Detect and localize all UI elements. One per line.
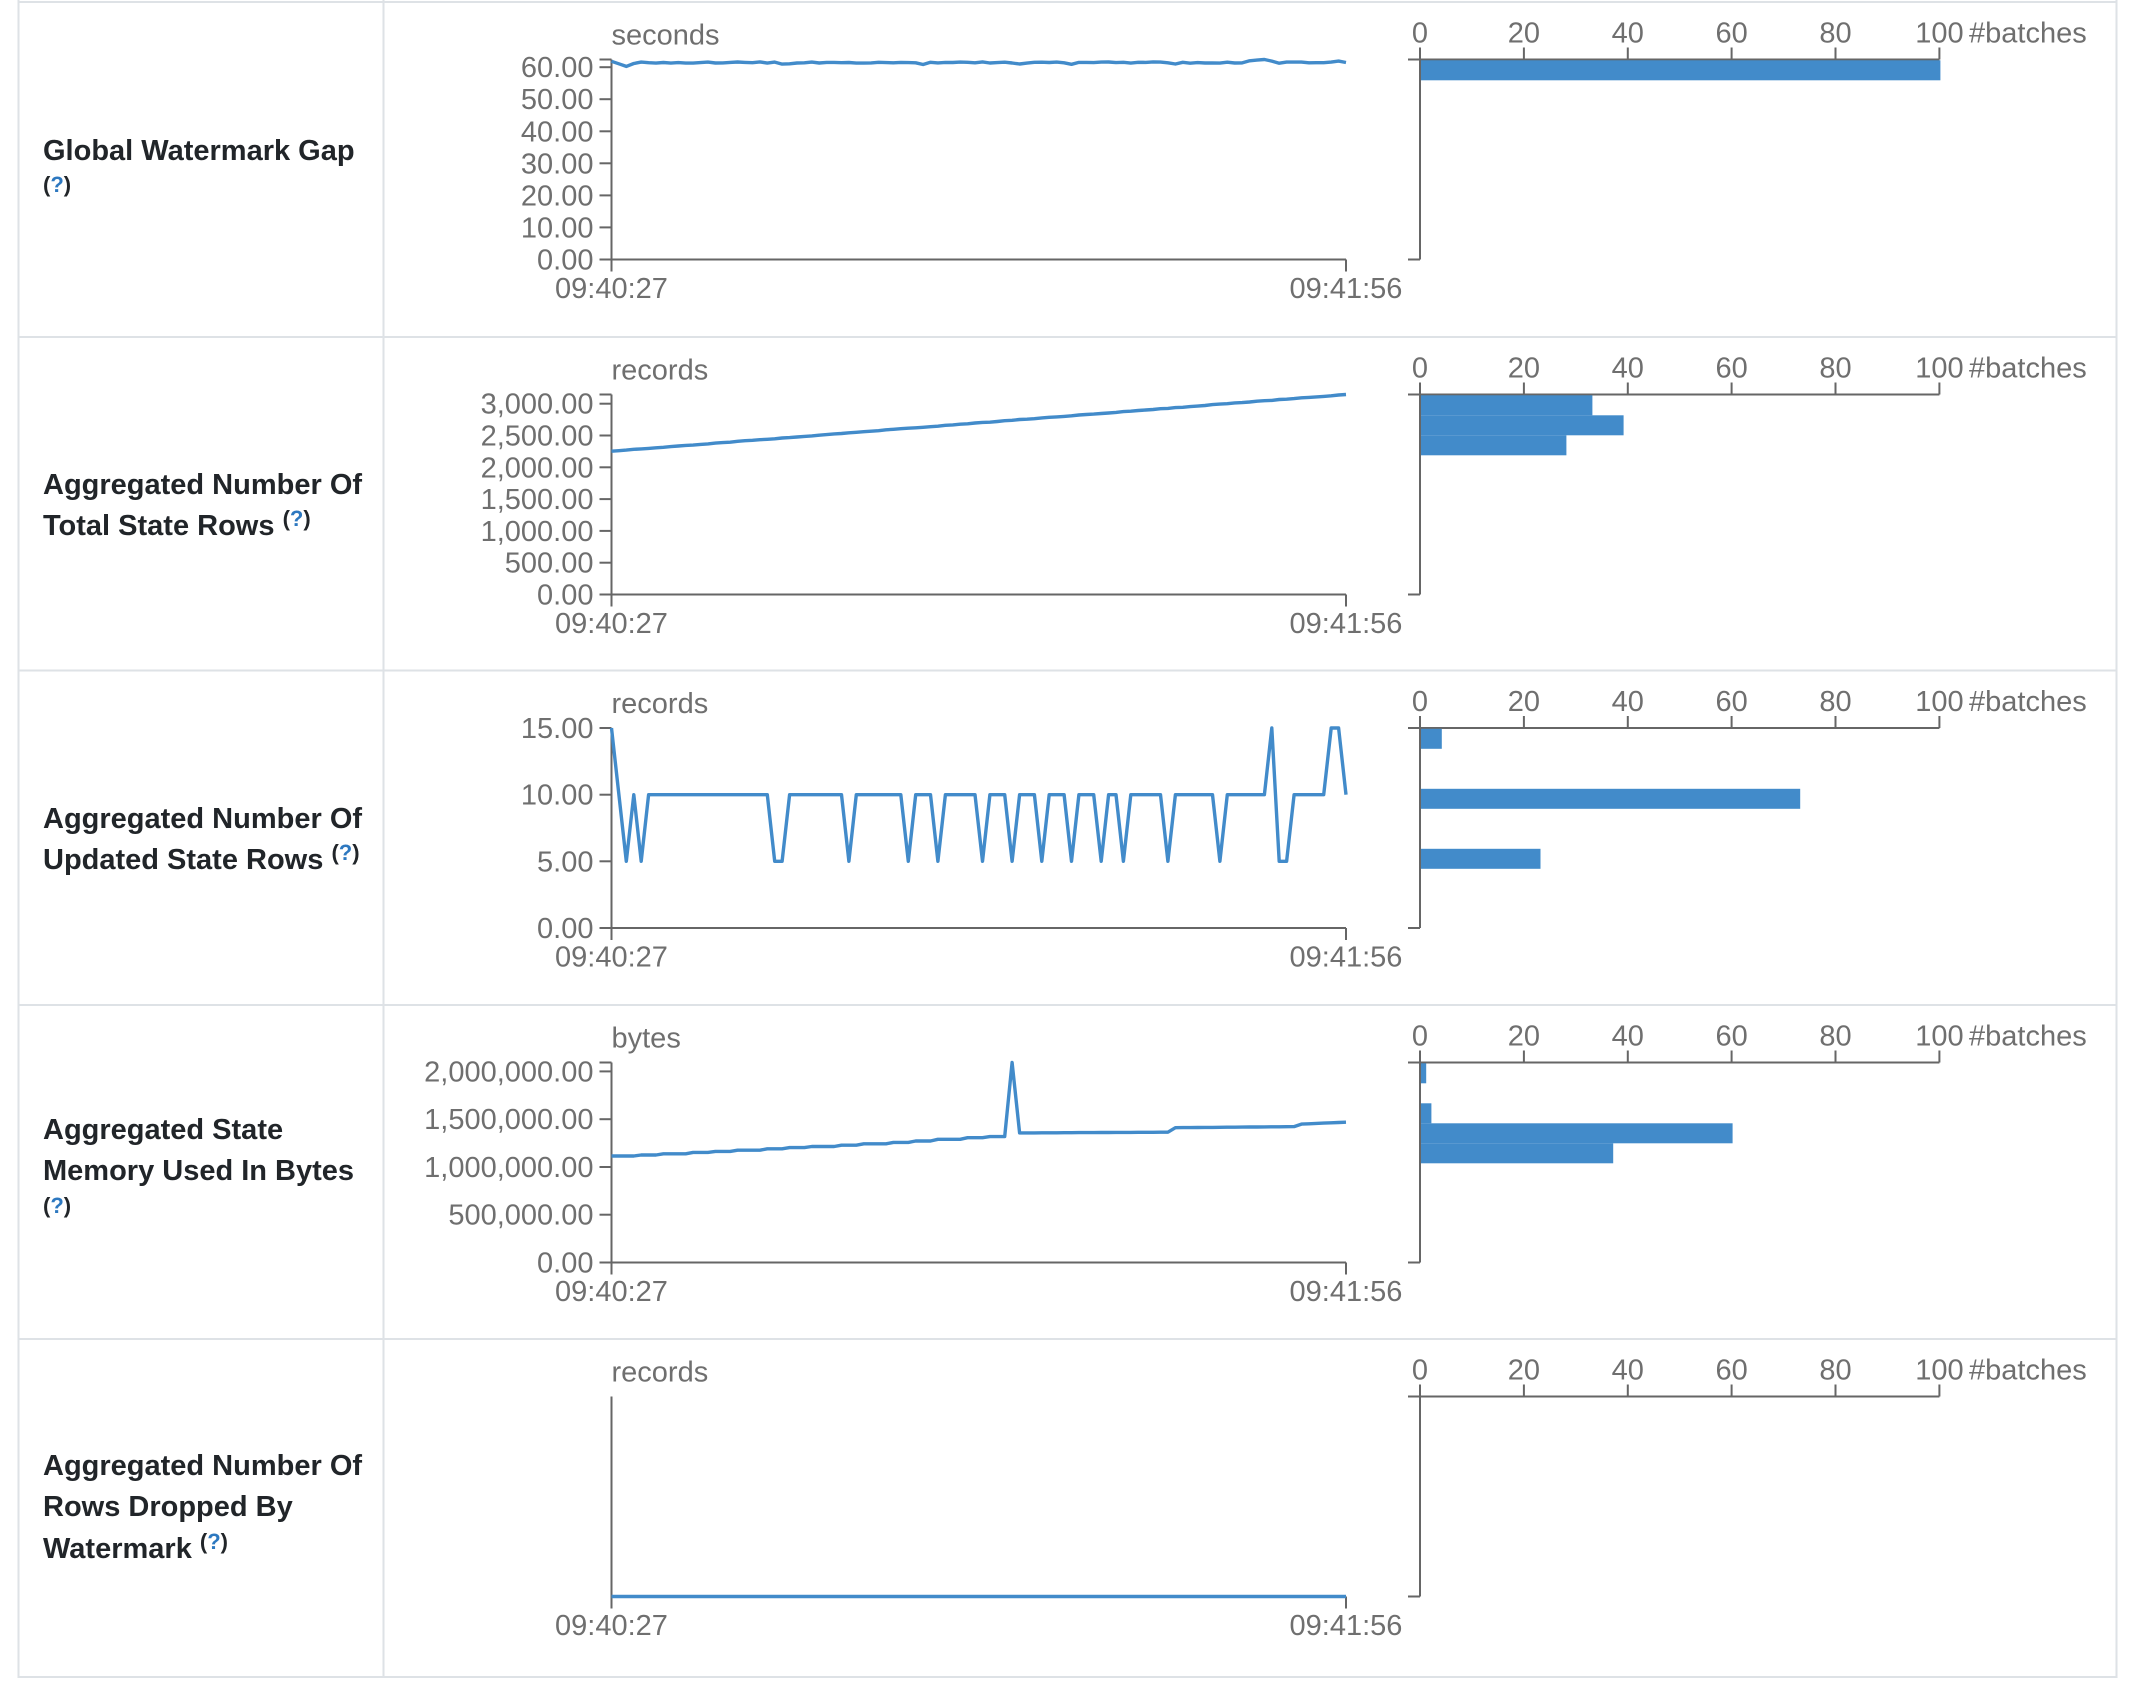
svg-text:2,000,000.00: 2,000,000.00 (424, 1056, 593, 1088)
svg-text:0: 0 (1412, 686, 1428, 718)
svg-text:0: 0 (1412, 353, 1428, 385)
svg-text:60.00: 60.00 (521, 52, 594, 84)
svg-text:100: 100 (1915, 686, 1963, 718)
svg-text:records: records (612, 355, 709, 387)
svg-text:60: 60 (1715, 1021, 1747, 1053)
svg-text:20: 20 (1508, 18, 1540, 50)
svg-text:40: 40 (1612, 353, 1644, 385)
svg-text:09:40:27: 09:40:27 (555, 273, 668, 305)
svg-text:#batches: #batches (1969, 18, 2087, 50)
svg-text:1,500,000.00: 1,500,000.00 (424, 1104, 593, 1136)
svg-text:1,000.00: 1,000.00 (481, 516, 594, 548)
svg-text:100: 100 (1915, 1021, 1963, 1053)
svg-text:3,000.00: 3,000.00 (481, 389, 594, 421)
svg-text:09:41:56: 09:41:56 (1290, 1610, 1403, 1642)
svg-text:30.00: 30.00 (521, 148, 594, 180)
svg-text:#batches: #batches (1969, 1021, 2087, 1053)
svg-text:50.00: 50.00 (521, 84, 594, 116)
svg-text:0.00: 0.00 (537, 580, 593, 612)
svg-text:bytes: bytes (612, 1023, 681, 1055)
svg-text:records: records (612, 688, 709, 720)
svg-text:0.00: 0.00 (537, 245, 593, 277)
svg-text:80: 80 (1819, 18, 1851, 50)
svg-text:80: 80 (1819, 353, 1851, 385)
svg-text:09:41:56: 09:41:56 (1290, 608, 1403, 640)
svg-text:40: 40 (1612, 1021, 1644, 1053)
svg-text:09:41:56: 09:41:56 (1290, 273, 1403, 305)
svg-text:40: 40 (1612, 18, 1644, 50)
svg-text:20: 20 (1508, 686, 1540, 718)
svg-text:1,000,000.00: 1,000,000.00 (424, 1152, 593, 1184)
svg-text:20.00: 20.00 (521, 180, 594, 212)
svg-text:#batches: #batches (1969, 353, 2087, 385)
svg-text:2,000.00: 2,000.00 (481, 452, 594, 484)
svg-text:500.00: 500.00 (505, 548, 594, 580)
svg-text:40: 40 (1612, 686, 1644, 718)
svg-text:0: 0 (1412, 1021, 1428, 1053)
svg-text:09:41:56: 09:41:56 (1290, 942, 1403, 974)
svg-text:60: 60 (1715, 686, 1747, 718)
svg-text:20: 20 (1508, 1355, 1540, 1387)
svg-text:15.00: 15.00 (521, 713, 594, 745)
svg-text:0.00: 0.00 (537, 913, 593, 945)
svg-text:seconds: seconds (612, 20, 720, 52)
svg-text:records: records (612, 1357, 709, 1389)
svg-text:100: 100 (1915, 1355, 1963, 1387)
svg-text:#batches: #batches (1969, 686, 2087, 718)
svg-text:100: 100 (1915, 18, 1963, 50)
svg-text:0: 0 (1412, 18, 1428, 50)
svg-text:20: 20 (1508, 353, 1540, 385)
svg-text:1,500.00: 1,500.00 (481, 484, 594, 516)
svg-text:10.00: 10.00 (521, 212, 594, 244)
svg-text:#batches: #batches (1969, 1355, 2087, 1387)
svg-text:09:40:27: 09:40:27 (555, 608, 668, 640)
svg-text:80: 80 (1819, 1021, 1851, 1053)
svg-text:100: 100 (1915, 353, 1963, 385)
svg-text:09:41:56: 09:41:56 (1290, 1276, 1403, 1308)
svg-text:20: 20 (1508, 1021, 1540, 1053)
svg-text:0.00: 0.00 (537, 1248, 593, 1280)
svg-text:40.00: 40.00 (521, 116, 594, 148)
svg-text:0: 0 (1412, 1355, 1428, 1387)
svg-text:09:40:27: 09:40:27 (555, 1610, 668, 1642)
svg-text:80: 80 (1819, 1355, 1851, 1387)
svg-text:10.00: 10.00 (521, 780, 594, 812)
svg-text:60: 60 (1715, 353, 1747, 385)
svg-text:5.00: 5.00 (537, 846, 593, 878)
svg-text:09:40:27: 09:40:27 (555, 942, 668, 974)
svg-text:60: 60 (1715, 18, 1747, 50)
svg-text:500,000.00: 500,000.00 (448, 1200, 593, 1232)
svg-text:2,500.00: 2,500.00 (481, 421, 594, 453)
svg-text:40: 40 (1612, 1355, 1644, 1387)
svg-text:80: 80 (1819, 686, 1851, 718)
svg-text:09:40:27: 09:40:27 (555, 1276, 668, 1308)
svg-text:60: 60 (1715, 1355, 1747, 1387)
